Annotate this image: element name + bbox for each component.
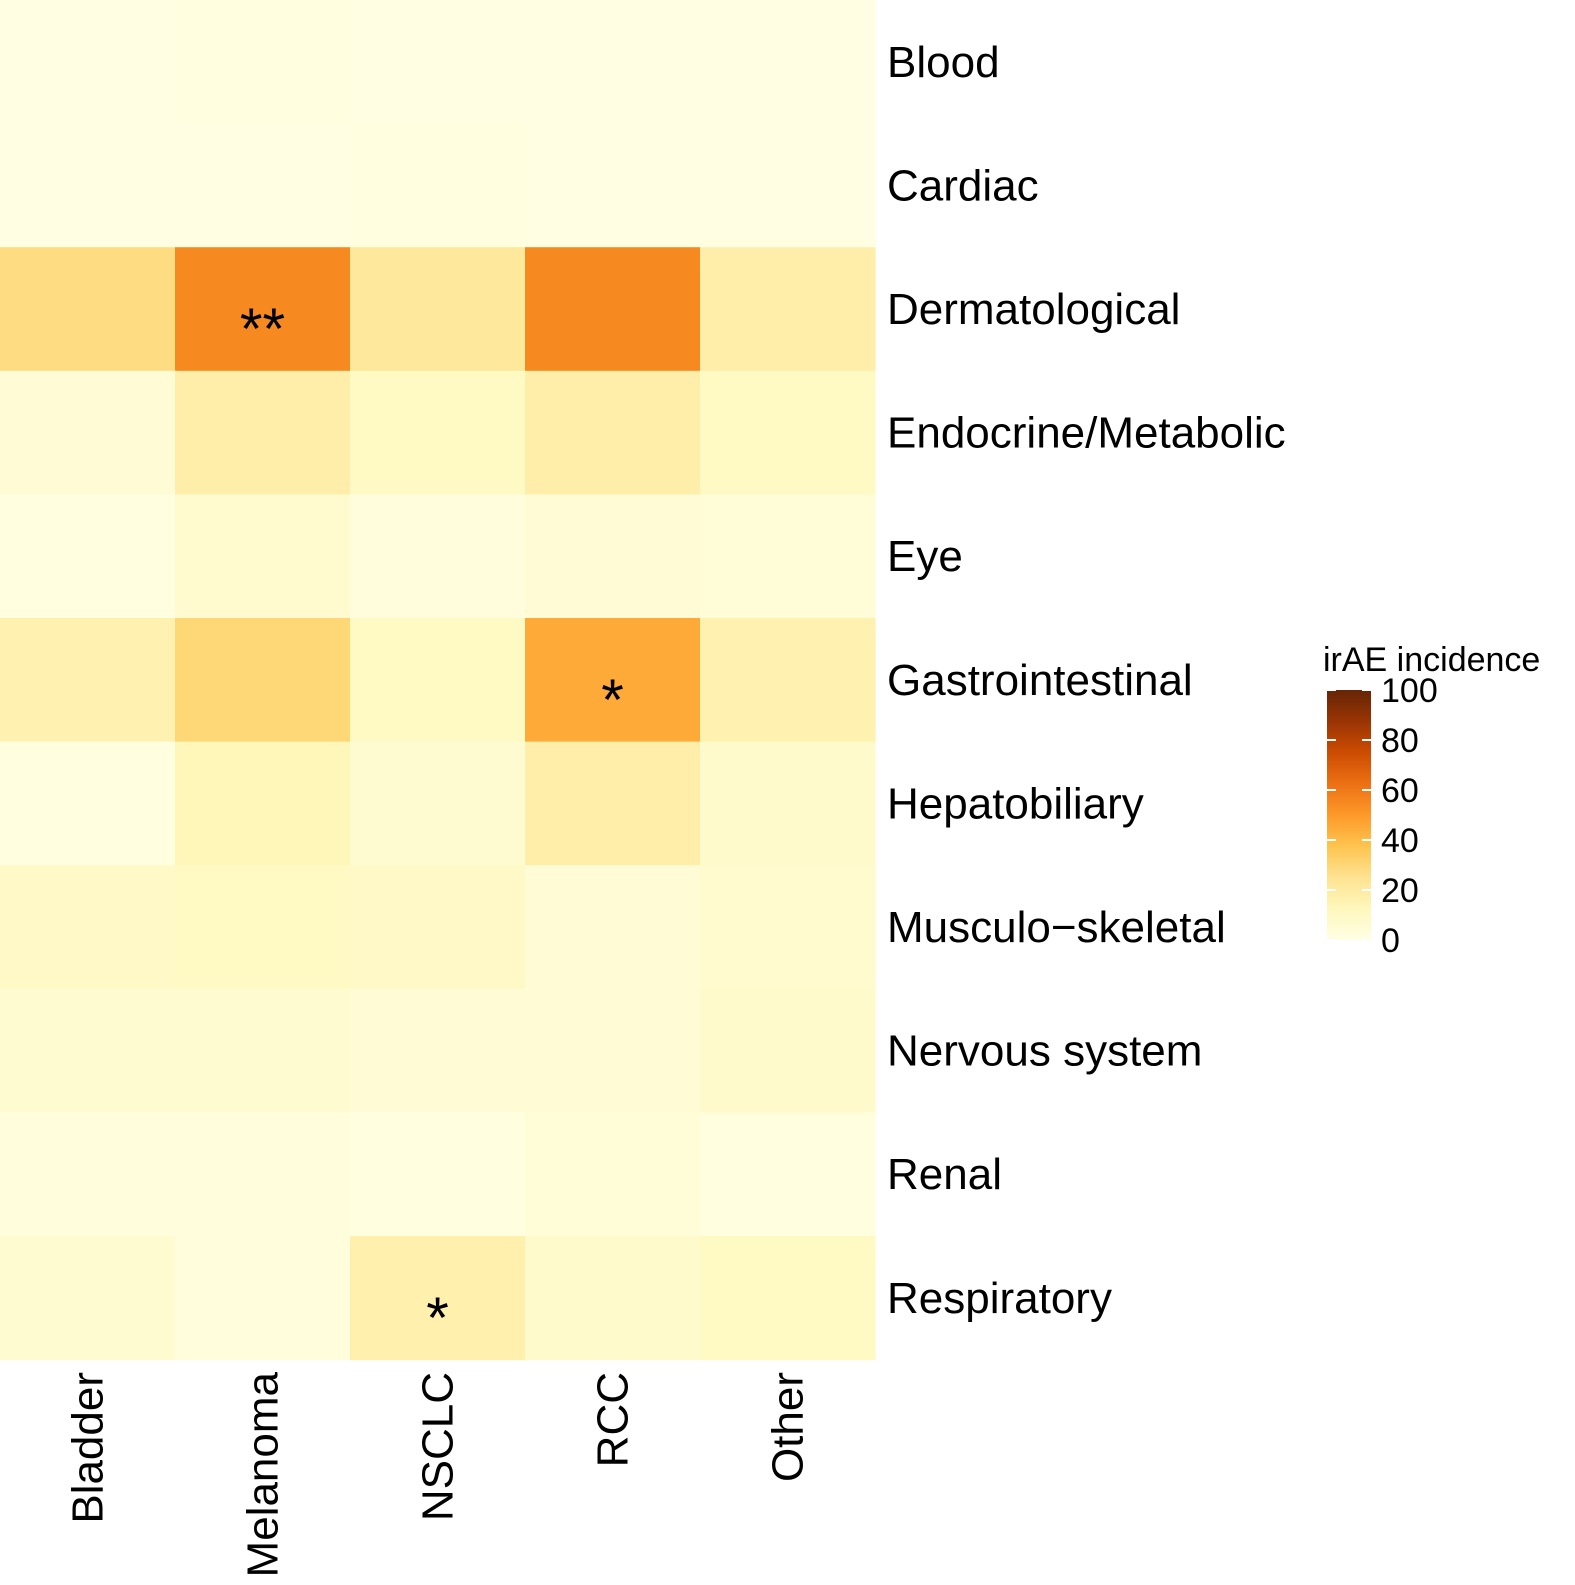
legend-ticks: 0 20 40 60 80 100 xyxy=(1327,672,1438,960)
heatmap-cell-renal-rcc xyxy=(525,1112,701,1237)
heatmap-cell-gastrointestinal-bladder xyxy=(0,618,176,743)
significance-marker: ** xyxy=(240,297,285,362)
row-label-respiratory: Respiratory xyxy=(887,1274,1112,1323)
heatmap-cell-hepatobiliary-melanoma xyxy=(175,741,351,866)
row-label-eye: Eye xyxy=(887,532,963,581)
row-label-nervous-system: Nervous system xyxy=(887,1027,1202,1076)
heatmap-cell-gastrointestinal-nsclc xyxy=(350,618,526,743)
heatmap-cell-respiratory-other xyxy=(700,1236,876,1361)
heatmap-cell-cardiac-rcc xyxy=(525,123,701,248)
row-label-endocrine-metabolic: Endocrine/Metabolic xyxy=(887,409,1286,458)
heatmap-cell-musculo-skeletal-nsclc xyxy=(350,865,526,990)
legend-tick-label: 0 xyxy=(1381,922,1400,960)
heatmap-cell-cardiac-other xyxy=(700,123,876,248)
heatmap-cell-blood-bladder xyxy=(0,0,176,125)
column-label-melanoma: Melanoma xyxy=(239,1371,288,1577)
heatmap-cell-renal-other xyxy=(700,1112,876,1237)
heatmap-cells xyxy=(0,0,876,1361)
heatmap-cell-hepatobiliary-rcc xyxy=(525,741,701,866)
heatmap-cell-blood-rcc xyxy=(525,0,701,125)
column-label-bladder: Bladder xyxy=(64,1372,113,1524)
legend-tick-label: 20 xyxy=(1381,872,1419,910)
heatmap-cell-endocrine-metabolic-rcc xyxy=(525,370,701,495)
heatmap-cell-blood-nsclc xyxy=(350,0,526,125)
heatmap-cell-eye-nsclc xyxy=(350,494,526,619)
heatmap-cell-nervous-system-melanoma xyxy=(175,988,351,1113)
heatmap-cell-musculo-skeletal-rcc xyxy=(525,865,701,990)
row-label-blood: Blood xyxy=(887,38,1000,87)
significance-marker: * xyxy=(601,668,624,733)
row-label-gastrointestinal: Gastrointestinal xyxy=(887,656,1193,705)
heatmap-cell-nervous-system-nsclc xyxy=(350,988,526,1113)
legend-title: irAE incidence xyxy=(1323,641,1540,679)
heatmap-cell-respiratory-melanoma xyxy=(175,1236,351,1361)
heatmap-cell-dermatological-bladder xyxy=(0,247,176,372)
heatmap-cell-musculo-skeletal-bladder xyxy=(0,865,176,990)
color-legend: irAE incidence 0 20 40 60 80 100 xyxy=(1323,641,1540,960)
heatmap-cell-renal-nsclc xyxy=(350,1112,526,1237)
heatmap-cell-hepatobiliary-bladder xyxy=(0,741,176,866)
heatmap-cell-endocrine-metabolic-melanoma xyxy=(175,370,351,495)
heatmap-cell-dermatological-other xyxy=(700,247,876,372)
heatmap-cell-dermatological-nsclc xyxy=(350,247,526,372)
heatmap-cell-blood-other xyxy=(700,0,876,125)
heatmap-cell-renal-bladder xyxy=(0,1112,176,1237)
heatmap-cell-gastrointestinal-melanoma xyxy=(175,618,351,743)
heatmap-cell-gastrointestinal-other xyxy=(700,618,876,743)
column-label-other: Other xyxy=(764,1372,813,1482)
legend-tick-label: 100 xyxy=(1381,672,1438,710)
heatmap-cell-musculo-skeletal-melanoma xyxy=(175,865,351,990)
column-label-nsclc: NSCLC xyxy=(414,1372,463,1521)
heatmap-cell-respiratory-nsclc xyxy=(350,1236,526,1361)
heatmap-cell-nervous-system-bladder xyxy=(0,988,176,1113)
row-label-hepatobiliary: Hepatobiliary xyxy=(887,779,1144,828)
legend-tick-label: 40 xyxy=(1381,822,1419,860)
row-labels: Blood Cardiac Dermatological Endocrine/Meta… xyxy=(887,38,1286,1323)
heatmap-cell-cardiac-nsclc xyxy=(350,123,526,248)
column-labels: Bladder Melanoma NSCLC RCC Other xyxy=(64,1371,813,1577)
heatmap-cell-nervous-system-other xyxy=(700,988,876,1113)
heatmap-cell-gastrointestinal-rcc xyxy=(525,618,701,743)
heatmap-cell-cardiac-bladder xyxy=(0,123,176,248)
heatmap-cell-eye-rcc xyxy=(525,494,701,619)
legend-tick-label: 80 xyxy=(1381,722,1419,760)
heatmap-cell-eye-bladder xyxy=(0,494,176,619)
heatmap-cell-nervous-system-rcc xyxy=(525,988,701,1113)
heatmap-cell-endocrine-metabolic-bladder xyxy=(0,370,176,495)
row-label-renal: Renal xyxy=(887,1150,1002,1199)
heatmap-cell-endocrine-metabolic-other xyxy=(700,370,876,495)
significance-annotations: **** xyxy=(240,297,624,1351)
heatmap-cell-hepatobiliary-nsclc xyxy=(350,741,526,866)
heatmap-cell-blood-melanoma xyxy=(175,0,351,125)
row-label-musculo-skeletal: Musculo−skeletal xyxy=(887,903,1226,952)
row-label-dermatological: Dermatological xyxy=(887,285,1180,334)
heatmap-cell-renal-melanoma xyxy=(175,1112,351,1237)
legend-color-bar xyxy=(1327,690,1371,940)
heatmap-cell-dermatological-melanoma xyxy=(175,247,351,372)
heatmap-cell-endocrine-metabolic-nsclc xyxy=(350,370,526,495)
row-label-cardiac: Cardiac xyxy=(887,161,1039,210)
heatmap-cell-eye-other xyxy=(700,494,876,619)
column-label-rcc: RCC xyxy=(589,1372,638,1467)
heatmap-cell-musculo-skeletal-other xyxy=(700,865,876,990)
heatmap-cell-respiratory-rcc xyxy=(525,1236,701,1361)
significance-marker: * xyxy=(426,1286,449,1351)
heatmap-cell-eye-melanoma xyxy=(175,494,351,619)
heatmap-cell-respiratory-bladder xyxy=(0,1236,176,1361)
legend-tick-label: 60 xyxy=(1381,772,1419,810)
heatmap-cell-hepatobiliary-other xyxy=(700,741,876,866)
heatmap-cell-cardiac-melanoma xyxy=(175,123,351,248)
heatmap-cell-dermatological-rcc xyxy=(525,247,701,372)
